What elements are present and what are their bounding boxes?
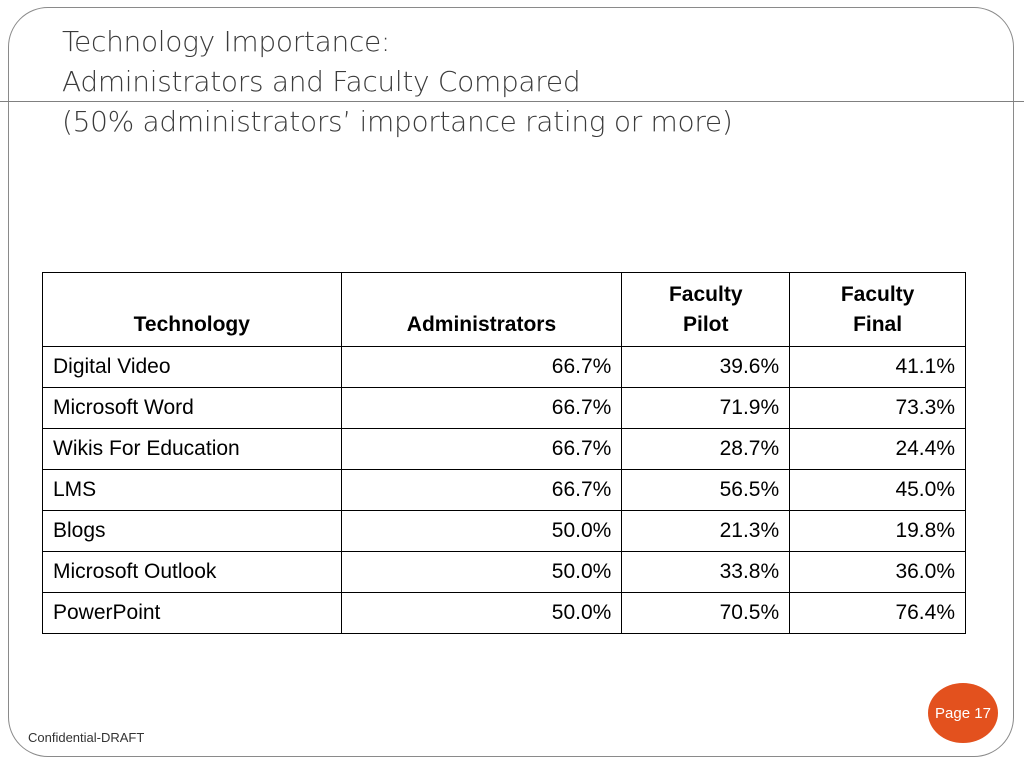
table-row: Digital Video 66.7% 39.6% 41.1% [42, 346, 966, 388]
cell-faculty-final: 76.4% [789, 592, 966, 634]
cell-technology: PowerPoint [42, 592, 342, 634]
cell-technology: Microsoft Word [42, 387, 342, 429]
table-row: LMS 66.7% 56.5% 45.0% [42, 469, 966, 511]
table-row: Microsoft Word 66.7% 71.9% 73.3% [42, 387, 966, 429]
title-divider [0, 101, 1024, 102]
header-faculty-final: Faculty Final [789, 272, 966, 347]
cell-administrators: 66.7% [340, 469, 623, 511]
table-row: Blogs 50.0% 21.3% 19.8% [42, 510, 966, 552]
cell-technology: Wikis For Education [42, 428, 342, 470]
table-header-row: Technology Administrators Faculty Pilot … [42, 272, 966, 347]
cell-faculty-pilot: 39.6% [621, 346, 791, 388]
cell-administrators: 50.0% [340, 510, 623, 552]
cell-technology: Microsoft Outlook [42, 551, 342, 593]
title-line-3: (50% administrators’ importance rating o… [62, 105, 733, 138]
technology-importance-table: Technology Administrators Faculty Pilot … [42, 272, 966, 634]
header-faculty-pilot: Faculty Pilot [621, 272, 791, 347]
cell-faculty-final: 19.8% [789, 510, 966, 552]
page-number-badge: Page 17 [928, 683, 998, 743]
cell-administrators: 66.7% [340, 387, 623, 429]
cell-faculty-pilot: 21.3% [621, 510, 791, 552]
slide-title: Technology Importance: Administrators an… [62, 22, 733, 142]
cell-faculty-final: 24.4% [789, 428, 966, 470]
table-row: Microsoft Outlook 50.0% 33.8% 36.0% [42, 551, 966, 593]
cell-administrators: 66.7% [340, 428, 623, 470]
table-row: Wikis For Education 66.7% 28.7% 24.4% [42, 428, 966, 470]
table-row: PowerPoint 50.0% 70.5% 76.4% [42, 592, 966, 634]
cell-technology: LMS [42, 469, 342, 511]
header-administrators: Administrators [340, 272, 623, 347]
header-technology: Technology [42, 272, 342, 347]
cell-administrators: 50.0% [340, 551, 623, 593]
cell-faculty-pilot: 28.7% [621, 428, 791, 470]
cell-technology: Digital Video [42, 346, 342, 388]
slide-frame [8, 7, 1014, 757]
cell-faculty-pilot: 70.5% [621, 592, 791, 634]
cell-faculty-final: 45.0% [789, 469, 966, 511]
cell-administrators: 50.0% [340, 592, 623, 634]
cell-faculty-final: 41.1% [789, 346, 966, 388]
cell-faculty-pilot: 33.8% [621, 551, 791, 593]
cell-faculty-pilot: 71.9% [621, 387, 791, 429]
cell-faculty-pilot: 56.5% [621, 469, 791, 511]
cell-administrators: 66.7% [340, 346, 623, 388]
confidential-footer: Confidential-DRAFT [28, 730, 145, 745]
cell-faculty-final: 36.0% [789, 551, 966, 593]
cell-faculty-final: 73.3% [789, 387, 966, 429]
title-line-2: Administrators and Faculty Compared [62, 65, 581, 98]
title-line-1: Technology Importance: [62, 25, 391, 58]
cell-technology: Blogs [42, 510, 342, 552]
